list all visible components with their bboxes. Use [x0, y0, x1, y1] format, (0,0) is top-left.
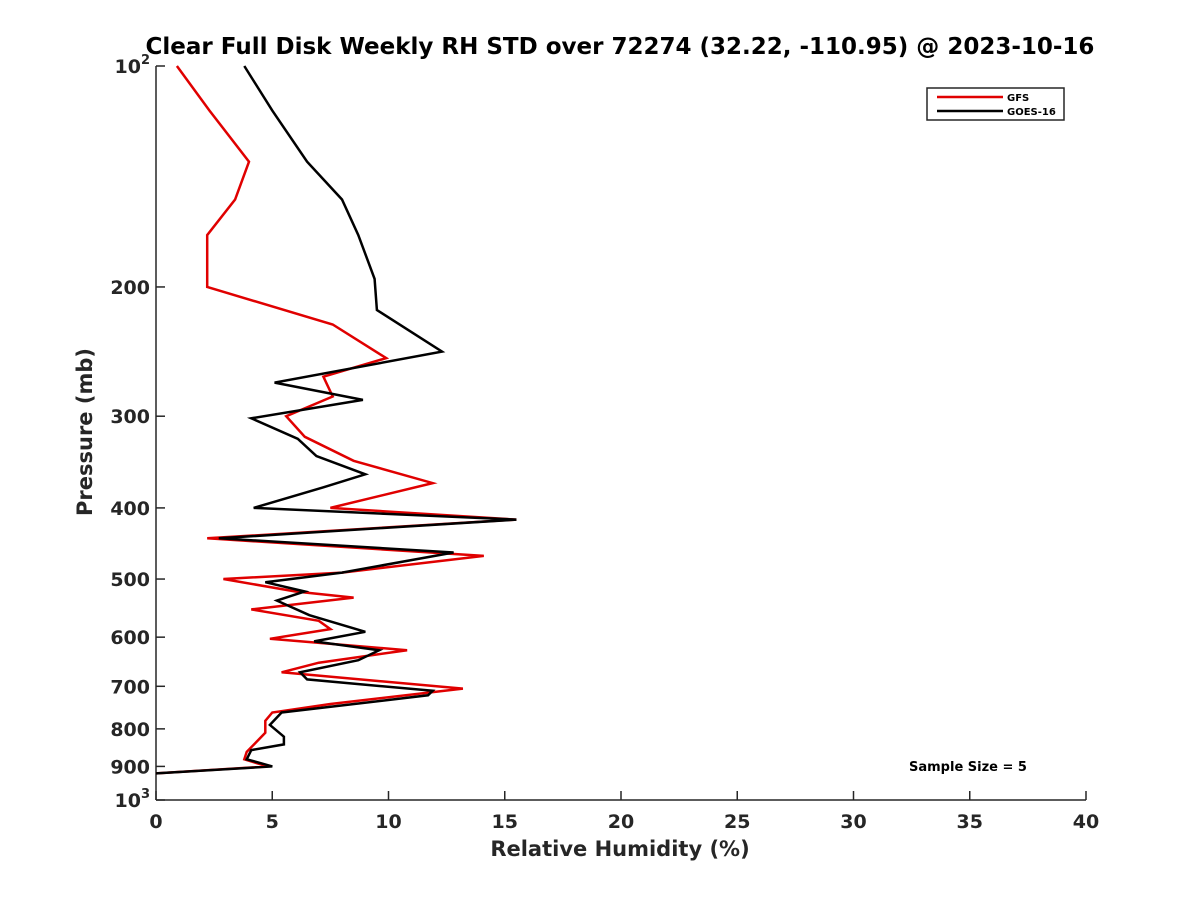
x-axis-label: Relative Humidity (%) — [490, 837, 749, 861]
series-line-gfs — [155, 65, 517, 775]
y-tick-label: 700 — [110, 676, 150, 698]
legend-label-goes-16: GOES-16 — [1007, 107, 1056, 118]
y-tick-label: 900 — [110, 756, 150, 778]
y-axis-label: Pressure (mb) — [73, 348, 97, 516]
x-tick-label: 5 — [266, 811, 279, 833]
y-tick-label: 500 — [110, 569, 150, 591]
x-tick-label: 15 — [492, 811, 518, 833]
x-tick-label: 10 — [375, 811, 401, 833]
x-tick-label: 40 — [1073, 811, 1099, 833]
x-tick-label: 35 — [957, 811, 983, 833]
chart-title: Clear Full Disk Weekly RH STD over 72274… — [146, 34, 1095, 60]
y-tick-label: 600 — [110, 627, 150, 649]
y-tick-label: 300 — [110, 406, 150, 428]
x-tick-label: 25 — [724, 811, 750, 833]
y-tick-label: 400 — [110, 498, 150, 520]
sample-size-annotation: Sample Size = 5 — [909, 760, 1027, 775]
x-tick-label: 20 — [608, 811, 634, 833]
y-tick-label: 102 — [115, 53, 151, 78]
y-tick-label: 200 — [110, 277, 150, 299]
series-line-goes-16 — [155, 65, 517, 775]
y-tick-label: 800 — [110, 719, 150, 741]
x-tick-label: 30 — [840, 811, 866, 833]
legend-label-gfs: GFS — [1007, 93, 1029, 104]
plot-area: 0 5 10 15 20 25 30 35 40 102 200 300 400 500 600 700 800… — [110, 53, 1099, 833]
legend-box — [926, 87, 1065, 121]
legend: GFS GOES-16 — [926, 87, 1065, 121]
y-tick-label: 103 — [115, 787, 151, 812]
x-tick-label: 0 — [149, 811, 162, 833]
